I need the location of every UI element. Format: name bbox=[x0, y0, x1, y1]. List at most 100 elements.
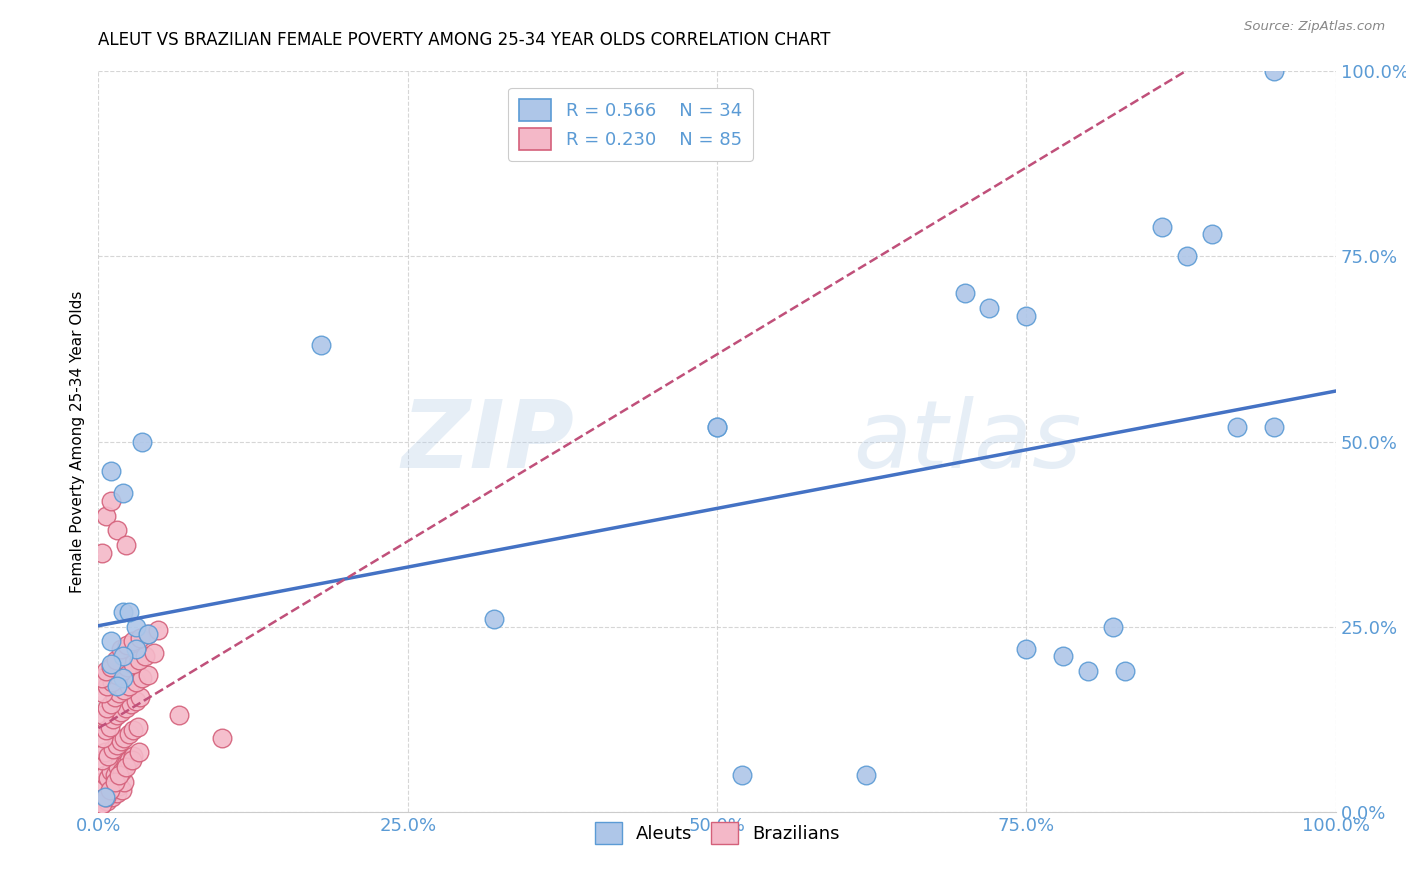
Text: atlas: atlas bbox=[853, 396, 1081, 487]
Point bbox=[94, 723, 117, 738]
Point bbox=[93, 708, 115, 723]
Point bbox=[131, 672, 153, 686]
Point bbox=[110, 734, 132, 748]
Point bbox=[108, 767, 131, 781]
Point bbox=[105, 667, 128, 681]
Point bbox=[105, 786, 128, 800]
Point bbox=[112, 682, 135, 697]
Point bbox=[93, 686, 115, 700]
Point bbox=[105, 738, 128, 752]
Point bbox=[105, 708, 128, 723]
Point bbox=[104, 653, 127, 667]
Point bbox=[100, 660, 122, 674]
Point bbox=[100, 464, 122, 478]
Point bbox=[91, 775, 114, 789]
Point bbox=[93, 746, 115, 760]
Point bbox=[112, 672, 135, 686]
Legend: Aleuts, Brazilians: Aleuts, Brazilians bbox=[588, 814, 846, 851]
Point bbox=[118, 605, 141, 619]
Point bbox=[855, 767, 877, 781]
Point bbox=[114, 701, 136, 715]
Point bbox=[127, 720, 149, 734]
Point bbox=[1015, 641, 1038, 656]
Point bbox=[108, 686, 131, 700]
Point bbox=[105, 679, 128, 693]
Point bbox=[98, 786, 121, 800]
Point bbox=[1201, 227, 1223, 242]
Point bbox=[124, 675, 146, 690]
Point bbox=[120, 698, 142, 712]
Point bbox=[94, 508, 117, 523]
Point bbox=[731, 767, 754, 781]
Point bbox=[91, 753, 114, 767]
Point bbox=[124, 694, 146, 708]
Point bbox=[103, 782, 125, 797]
Point bbox=[1052, 649, 1074, 664]
Text: ZIP: ZIP bbox=[402, 395, 575, 488]
Point bbox=[706, 419, 728, 434]
Point bbox=[1152, 219, 1174, 234]
Point bbox=[122, 723, 145, 738]
Point bbox=[110, 641, 132, 656]
Point bbox=[114, 756, 136, 771]
Point bbox=[114, 538, 136, 552]
Point bbox=[103, 690, 125, 704]
Point bbox=[124, 641, 146, 656]
Point bbox=[108, 779, 131, 793]
Point bbox=[100, 657, 122, 671]
Point bbox=[131, 434, 153, 449]
Point bbox=[94, 789, 117, 804]
Point bbox=[121, 753, 143, 767]
Y-axis label: Female Poverty Among 25-34 Year Olds: Female Poverty Among 25-34 Year Olds bbox=[69, 291, 84, 592]
Point bbox=[706, 419, 728, 434]
Point bbox=[1226, 419, 1249, 434]
Point bbox=[484, 612, 506, 626]
Point bbox=[1114, 664, 1136, 678]
Point bbox=[211, 731, 233, 745]
Text: ALEUT VS BRAZILIAN FEMALE POVERTY AMONG 25-34 YEAR OLDS CORRELATION CHART: ALEUT VS BRAZILIAN FEMALE POVERTY AMONG … bbox=[98, 31, 831, 49]
Point bbox=[122, 749, 145, 764]
Point bbox=[112, 775, 135, 789]
Point bbox=[100, 764, 122, 778]
Point bbox=[1077, 664, 1099, 678]
Point bbox=[122, 634, 145, 648]
Point bbox=[93, 789, 115, 804]
Point bbox=[167, 708, 190, 723]
Point bbox=[136, 627, 159, 641]
Point bbox=[128, 746, 150, 760]
Point bbox=[124, 619, 146, 633]
Point bbox=[107, 760, 129, 774]
Point bbox=[1263, 64, 1285, 78]
Point bbox=[111, 782, 134, 797]
Point bbox=[112, 605, 135, 619]
Point bbox=[115, 638, 138, 652]
Point bbox=[100, 634, 122, 648]
Point bbox=[96, 701, 118, 715]
Point bbox=[146, 624, 169, 638]
Point bbox=[134, 649, 156, 664]
Point bbox=[96, 794, 118, 808]
Point bbox=[91, 797, 114, 812]
Point bbox=[101, 675, 124, 690]
Point bbox=[111, 664, 134, 678]
Point bbox=[100, 493, 122, 508]
Point bbox=[97, 749, 120, 764]
Point bbox=[103, 775, 125, 789]
Point bbox=[91, 546, 114, 560]
Point bbox=[1102, 619, 1125, 633]
Point bbox=[128, 653, 150, 667]
Point bbox=[1175, 250, 1198, 264]
Point bbox=[100, 698, 122, 712]
Point bbox=[103, 712, 125, 726]
Point bbox=[101, 789, 124, 804]
Point bbox=[112, 649, 135, 664]
Point bbox=[129, 690, 152, 704]
Point bbox=[1015, 309, 1038, 323]
Point bbox=[98, 720, 121, 734]
Point bbox=[1263, 419, 1285, 434]
Point bbox=[136, 667, 159, 681]
Point bbox=[91, 797, 114, 812]
Point bbox=[118, 753, 141, 767]
Point bbox=[129, 631, 152, 645]
Point bbox=[979, 301, 1001, 316]
